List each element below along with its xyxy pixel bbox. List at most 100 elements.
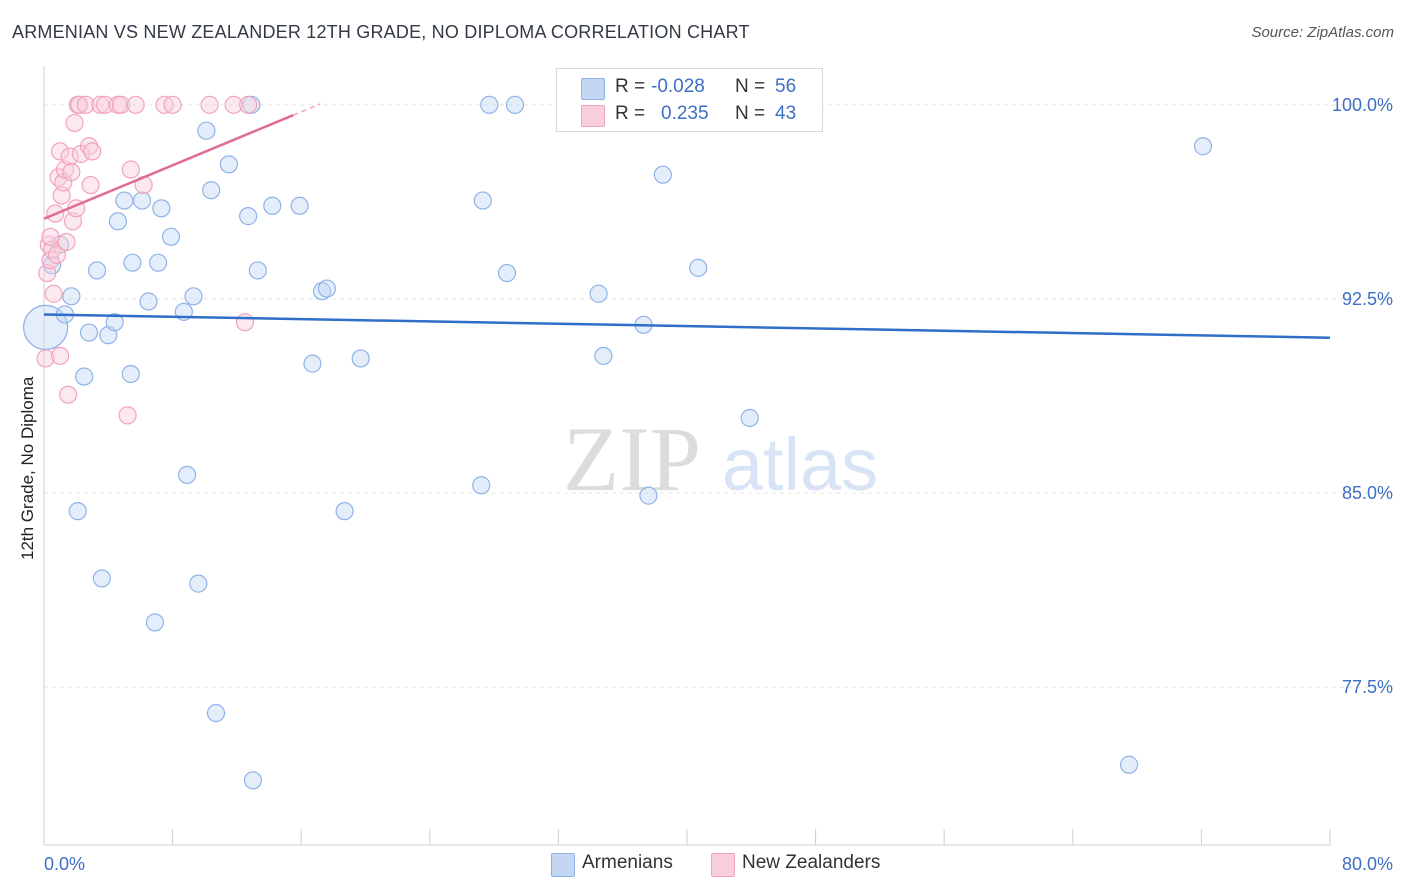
- chart-source: Source: ZipAtlas.com: [1251, 24, 1394, 41]
- armenians-point: [219, 155, 238, 174]
- new-zealanders-point: [60, 147, 79, 166]
- watermark-zip: ZIP: [563, 408, 701, 510]
- bottom-legend-label-armenians: Armenians: [582, 852, 673, 873]
- armenians-point: [1193, 137, 1213, 156]
- armenians-point: [335, 502, 354, 521]
- new-zealanders-point: [239, 95, 258, 114]
- new-zealanders-point: [62, 163, 81, 182]
- legend-r-label: R =: [615, 103, 646, 124]
- bottom-legend-swatch-blue: [551, 853, 575, 877]
- new-zealanders-point: [126, 95, 145, 114]
- bottom-legend-swatch-pink: [711, 853, 735, 877]
- armenians-point: [303, 354, 322, 373]
- armenians-point: [121, 364, 140, 384]
- armenians-point: [1119, 755, 1139, 774]
- armenians-point: [108, 212, 128, 231]
- new-zealanders-point: [76, 95, 95, 114]
- legend-n-label: N =: [735, 103, 766, 124]
- stats-legend: R = -0.028 N = 56 R = 0.235 N = 43: [556, 68, 823, 132]
- watermark-atlas: atlas: [722, 423, 878, 506]
- armenians-point: [317, 279, 337, 298]
- y-tick-label: 77.5%: [1342, 677, 1393, 697]
- new-zealanders-point: [57, 232, 76, 252]
- new-zealanders-point: [59, 385, 78, 404]
- new-zealanders-point: [118, 406, 137, 425]
- y-tick-label: 85.0%: [1342, 483, 1393, 503]
- new-zealanders-point: [81, 175, 100, 195]
- armenians-point: [243, 771, 263, 790]
- armenians-point: [202, 181, 221, 200]
- x-tick-label: 0.0%: [44, 854, 85, 874]
- armenians-point: [189, 574, 208, 593]
- armenians-point: [184, 287, 203, 306]
- armenians-point: [653, 165, 672, 184]
- bottom-legend-label-new-zealanders: New Zealanders: [742, 852, 881, 873]
- armenians-point: [740, 408, 759, 428]
- legend-n-value-new-zealanders: 43: [775, 103, 797, 124]
- armenians-point: [161, 227, 181, 246]
- armenians-point: [312, 282, 332, 301]
- armenians-point: [239, 207, 258, 226]
- armenians-point: [197, 121, 216, 140]
- armenians-point: [639, 486, 658, 505]
- armenians-point: [92, 569, 111, 588]
- legend-swatch-pink: [581, 105, 605, 127]
- armenians-point: [149, 253, 168, 272]
- new-zealanders-point: [91, 95, 110, 114]
- new-zealanders-point: [83, 142, 102, 161]
- legend-n-value-armenians: 56: [775, 76, 797, 97]
- y-tick-label: 92.5%: [1342, 289, 1393, 309]
- new-zealanders-point: [44, 284, 63, 303]
- armenians-point: [505, 95, 525, 114]
- armenians-point: [351, 349, 370, 368]
- new-zealanders-point: [224, 95, 243, 114]
- armenians-trend-line: [43, 313, 1331, 339]
- armenians-point: [123, 253, 142, 272]
- legend-r-value-armenians: -0.028: [651, 76, 705, 97]
- new-zealanders-point: [121, 160, 140, 179]
- armenians-point: [79, 323, 99, 342]
- new-zealanders-trend-extension: [292, 103, 321, 116]
- armenians-point: [152, 199, 171, 218]
- armenians-point: [75, 367, 94, 386]
- armenians-point: [480, 95, 499, 114]
- y-axis-label: 12th Grade, No Diploma: [18, 376, 37, 560]
- armenians-point: [87, 261, 107, 280]
- armenians-point: [132, 191, 152, 210]
- legend-r-value-new-zealanders: 0.235: [661, 103, 709, 124]
- new-zealanders-point: [200, 95, 219, 114]
- new-zealanders-point: [36, 349, 55, 368]
- new-zealanders-point: [50, 142, 70, 161]
- armenians-point: [145, 613, 165, 632]
- new-zealanders-point: [70, 95, 89, 114]
- armenians-point: [589, 284, 608, 303]
- legend-r-label: R =: [615, 76, 646, 97]
- chart-title: ARMENIAN VS NEW ZEALANDER 12TH GRADE, NO…: [12, 22, 750, 42]
- new-zealanders-point: [235, 313, 255, 332]
- armenians-point: [689, 258, 708, 277]
- armenians-point: [497, 263, 517, 283]
- armenians-point: [248, 261, 267, 280]
- new-zealanders-point: [79, 137, 99, 156]
- armenians-point: [105, 313, 124, 332]
- new-zealanders-point: [41, 227, 60, 246]
- armenians-point: [473, 191, 492, 210]
- armenians-point: [68, 502, 87, 521]
- armenians-point: [139, 292, 158, 311]
- armenians-point: [115, 191, 134, 210]
- new-zealanders-point: [112, 95, 131, 114]
- new-zealanders-point: [163, 95, 182, 114]
- legend-n-label: N =: [735, 76, 766, 97]
- armenians-point: [472, 476, 491, 495]
- armenians-point: [206, 703, 226, 723]
- new-zealanders-point: [47, 245, 66, 265]
- legend-swatch-blue: [581, 78, 605, 100]
- x-tick-label: 80.0%: [1342, 854, 1393, 874]
- armenians-point: [177, 465, 197, 485]
- armenians-point: [62, 287, 81, 306]
- armenians-point: [594, 346, 613, 365]
- armenians-point: [263, 196, 282, 215]
- y-tick-label: 100.0%: [1332, 95, 1393, 115]
- new-zealanders-point: [65, 113, 84, 133]
